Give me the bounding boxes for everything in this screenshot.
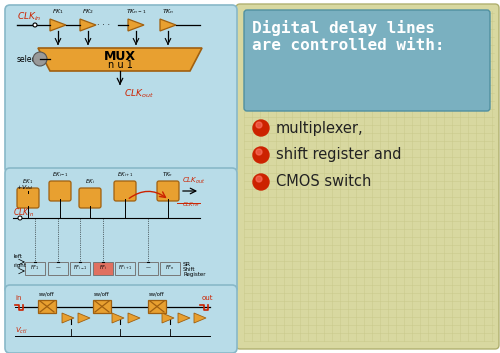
Polygon shape [160,19,176,31]
Text: $EK_1$: $EK_1$ [22,177,34,186]
Text: $EK_{i-1}$: $EK_{i-1}$ [52,170,68,179]
Text: $CLK_{out}$: $CLK_{out}$ [182,176,206,186]
Polygon shape [128,313,140,323]
Text: $FF_i$: $FF_i$ [98,264,108,273]
Text: $CLK_{in}$: $CLK_{in}$ [17,11,42,23]
Text: multiplexer,: multiplexer, [276,120,364,136]
Text: SR: SR [183,262,191,267]
FancyBboxPatch shape [17,188,39,208]
Polygon shape [38,48,202,71]
FancyBboxPatch shape [79,188,101,208]
Polygon shape [194,313,206,323]
Text: $CLK_{out}$: $CLK_{out}$ [124,88,154,101]
Text: $FF_{i+1}$: $FF_{i+1}$ [118,264,132,273]
FancyBboxPatch shape [236,4,499,349]
Text: sw/off: sw/off [149,292,165,297]
Text: $FF_1$: $FF_1$ [30,264,40,273]
FancyBboxPatch shape [70,262,90,275]
Text: out: out [202,295,213,301]
FancyBboxPatch shape [25,262,45,275]
Text: —: — [56,265,60,270]
Polygon shape [50,19,66,31]
FancyBboxPatch shape [5,285,237,353]
Circle shape [256,149,262,155]
FancyBboxPatch shape [38,300,56,313]
Text: right: right [13,263,26,269]
Polygon shape [128,19,144,31]
Polygon shape [178,313,190,323]
Text: $CLK_{in}$: $CLK_{in}$ [13,207,34,219]
Text: $EK_i$: $EK_i$ [85,177,95,186]
Text: $EK_{i+1}$: $EK_{i+1}$ [116,170,134,179]
FancyBboxPatch shape [160,262,180,275]
FancyBboxPatch shape [244,10,490,111]
Circle shape [33,52,47,66]
Text: are controlled with:: are controlled with: [252,38,444,53]
Text: $TK_n$: $TK_n$ [162,7,174,16]
Circle shape [253,174,269,190]
Circle shape [256,176,262,182]
Circle shape [18,216,22,220]
Text: $V_{ctl}$: $V_{ctl}$ [15,326,28,336]
Text: $FF_n$: $FF_n$ [165,264,175,273]
FancyBboxPatch shape [93,300,111,313]
FancyBboxPatch shape [49,181,71,201]
Text: —: — [146,265,150,270]
Text: $+V_{dd}$: $+V_{dd}$ [16,184,33,192]
Text: Register: Register [183,272,206,277]
FancyBboxPatch shape [48,262,68,275]
Text: n u 1: n u 1 [108,60,132,70]
FancyBboxPatch shape [5,168,237,293]
Text: sw/off: sw/off [39,292,55,297]
Polygon shape [162,313,174,323]
Polygon shape [62,313,74,323]
Text: CMOS switch: CMOS switch [276,174,372,190]
FancyBboxPatch shape [138,262,158,275]
Text: left: left [13,255,22,259]
Text: in: in [15,295,22,301]
Text: $FK_2$: $FK_2$ [82,7,94,16]
Text: $CLK_{ref}$: $CLK_{ref}$ [182,200,201,209]
Circle shape [253,147,269,163]
Polygon shape [80,19,96,31]
Circle shape [33,23,37,27]
Text: Digital delay lines: Digital delay lines [252,20,435,36]
FancyBboxPatch shape [157,181,179,201]
FancyBboxPatch shape [114,181,136,201]
FancyBboxPatch shape [5,5,237,173]
Text: $TK_{n-1}$: $TK_{n-1}$ [126,7,146,16]
Polygon shape [112,313,124,323]
FancyBboxPatch shape [93,262,113,275]
Text: MUX: MUX [104,49,136,62]
FancyBboxPatch shape [115,262,135,275]
Text: sw/off: sw/off [94,292,110,297]
Text: · · ·: · · · [98,20,110,30]
Circle shape [253,120,269,136]
Text: $FF_{i-1}$: $FF_{i-1}$ [72,264,88,273]
Text: shift register and: shift register and [276,148,402,162]
Text: $TK_n$: $TK_n$ [162,170,173,179]
FancyBboxPatch shape [148,300,166,313]
Text: select: select [17,54,40,64]
Text: Shift: Shift [183,267,196,272]
Polygon shape [78,313,90,323]
Circle shape [256,122,262,128]
Text: $FK_1$: $FK_1$ [52,7,64,16]
